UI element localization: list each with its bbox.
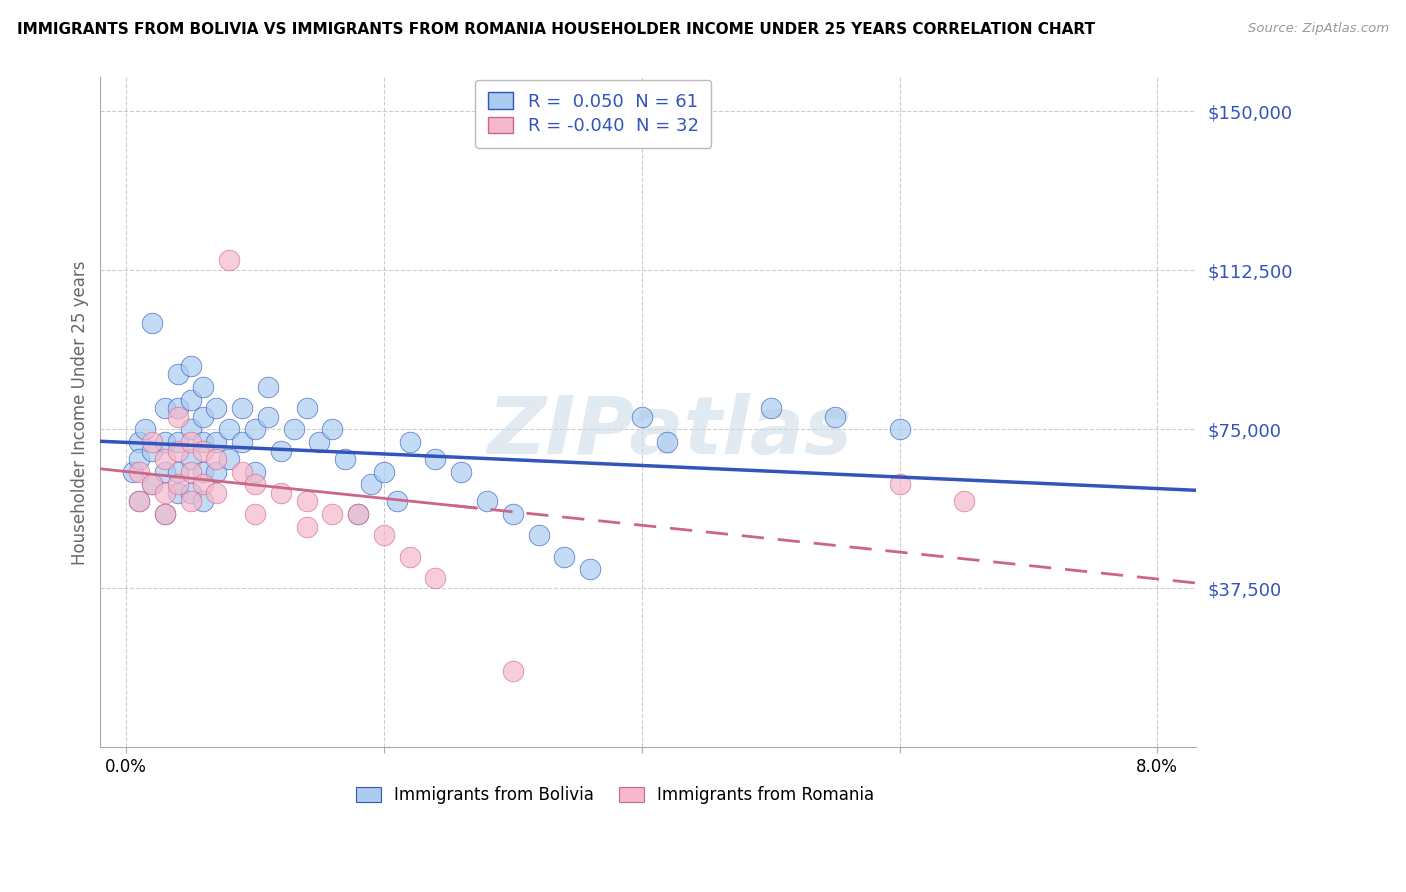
Point: [205, 452, 228, 467]
Point: [398, 435, 420, 450]
Point: [308, 435, 330, 450]
Point: [141, 317, 163, 331]
Point: [257, 380, 280, 394]
Point: [502, 507, 524, 521]
Point: [502, 664, 524, 678]
Point: [630, 409, 652, 424]
Point: [193, 465, 215, 479]
Point: [373, 465, 395, 479]
Point: [243, 465, 266, 479]
Y-axis label: Householder Income Under 25 years: Householder Income Under 25 years: [72, 260, 89, 565]
Point: [373, 528, 395, 542]
Point: [889, 477, 911, 491]
Point: [166, 477, 188, 491]
Point: [218, 452, 240, 467]
Point: [180, 435, 202, 450]
Point: [166, 435, 188, 450]
Point: [321, 507, 343, 521]
Point: [153, 465, 176, 479]
Text: ZIPatlas: ZIPatlas: [488, 393, 852, 472]
Point: [153, 435, 176, 450]
Point: [527, 528, 550, 542]
Point: [425, 452, 447, 467]
Point: [450, 465, 472, 479]
Point: [166, 409, 188, 424]
Point: [295, 520, 318, 534]
Text: Source: ZipAtlas.com: Source: ZipAtlas.com: [1249, 22, 1389, 36]
Point: [205, 486, 228, 500]
Point: [335, 452, 357, 467]
Point: [759, 401, 782, 416]
Point: [475, 494, 498, 508]
Point: [128, 494, 150, 508]
Point: [398, 549, 420, 564]
Point: [283, 422, 305, 436]
Point: [153, 452, 176, 467]
Point: [141, 477, 163, 491]
Point: [153, 486, 176, 500]
Point: [347, 507, 370, 521]
Point: [128, 452, 150, 467]
Point: [121, 465, 143, 479]
Point: [180, 494, 202, 508]
Point: [243, 477, 266, 491]
Point: [657, 435, 679, 450]
Point: [218, 252, 240, 267]
Point: [243, 422, 266, 436]
Point: [128, 494, 150, 508]
Point: [180, 422, 202, 436]
Point: [321, 422, 343, 436]
Point: [193, 435, 215, 450]
Point: [193, 477, 215, 491]
Point: [193, 443, 215, 458]
Point: [153, 507, 176, 521]
Point: [153, 507, 176, 521]
Point: [257, 409, 280, 424]
Point: [180, 392, 202, 407]
Point: [166, 486, 188, 500]
Point: [166, 401, 188, 416]
Point: [193, 380, 215, 394]
Point: [270, 443, 292, 458]
Text: IMMIGRANTS FROM BOLIVIA VS IMMIGRANTS FROM ROMANIA HOUSEHOLDER INCOME UNDER 25 Y: IMMIGRANTS FROM BOLIVIA VS IMMIGRANTS FR…: [17, 22, 1095, 37]
Point: [180, 359, 202, 373]
Point: [128, 435, 150, 450]
Point: [231, 401, 253, 416]
Point: [180, 465, 202, 479]
Point: [218, 422, 240, 436]
Point: [141, 477, 163, 491]
Point: [295, 494, 318, 508]
Point: [243, 507, 266, 521]
Point: [231, 435, 253, 450]
Point: [166, 368, 188, 382]
Point: [205, 401, 228, 416]
Point: [134, 422, 156, 436]
Point: [824, 409, 846, 424]
Point: [295, 401, 318, 416]
Point: [141, 435, 163, 450]
Point: [180, 486, 202, 500]
Point: [166, 443, 188, 458]
Legend: Immigrants from Bolivia, Immigrants from Romania: Immigrants from Bolivia, Immigrants from…: [347, 778, 883, 813]
Point: [425, 571, 447, 585]
Point: [553, 549, 575, 564]
Point: [166, 465, 188, 479]
Point: [205, 465, 228, 479]
Point: [953, 494, 976, 508]
Point: [193, 494, 215, 508]
Point: [231, 465, 253, 479]
Point: [579, 562, 602, 576]
Point: [180, 452, 202, 467]
Point: [385, 494, 408, 508]
Point: [347, 507, 370, 521]
Point: [360, 477, 382, 491]
Point: [193, 409, 215, 424]
Point: [141, 443, 163, 458]
Point: [153, 401, 176, 416]
Point: [889, 422, 911, 436]
Point: [205, 435, 228, 450]
Point: [270, 486, 292, 500]
Point: [128, 465, 150, 479]
